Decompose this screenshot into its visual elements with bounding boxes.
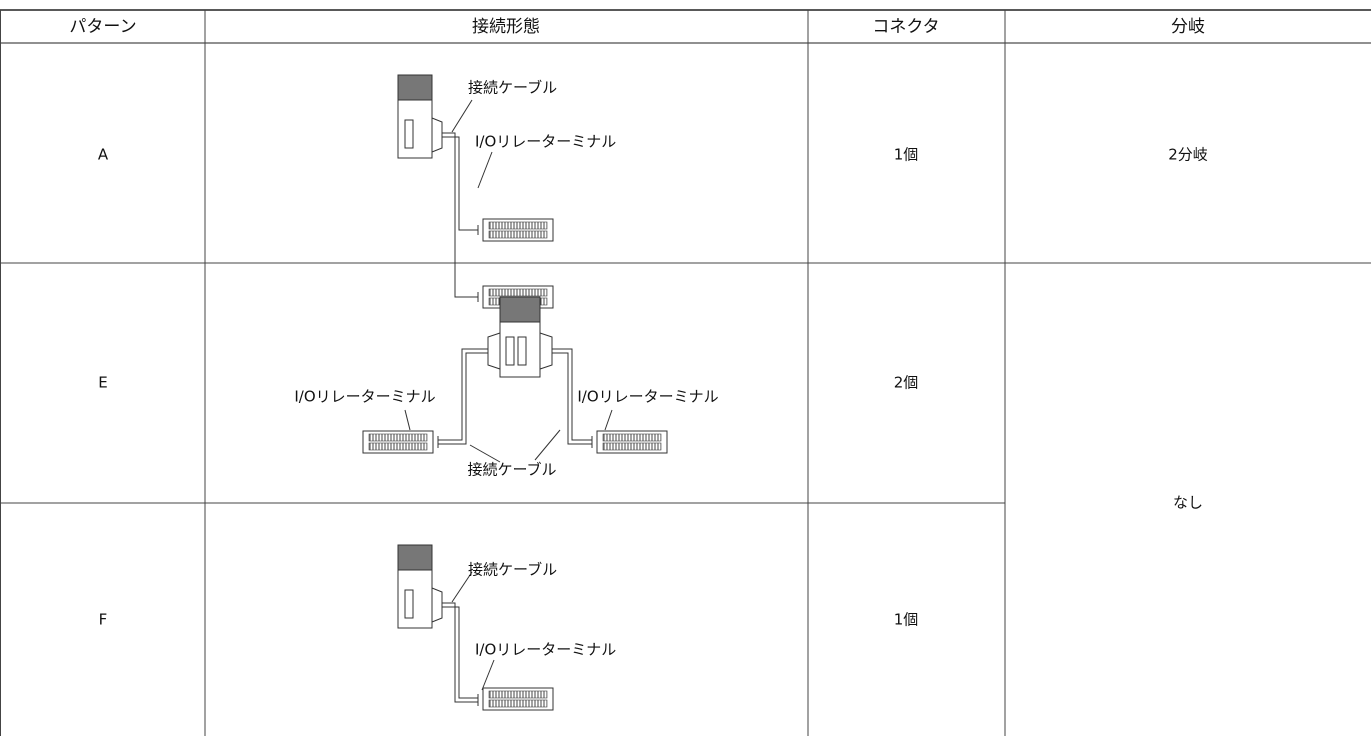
diagram-label: 接続ケーブル	[468, 79, 557, 97]
diagram-label: 接続ケーブル	[468, 561, 557, 579]
branch-cell: 2分岐	[1168, 146, 1208, 164]
diagram-label: I/Oリレーターミナル	[475, 133, 616, 151]
header-cell: パターン	[69, 17, 136, 37]
table-grid	[0, 9, 1371, 736]
diagram-label: I/Oリレーターミナル	[294, 388, 435, 406]
diagram-label: 接続ケーブル	[467, 461, 556, 479]
diagram-label: I/Oリレーターミナル	[475, 641, 616, 659]
diagram-f	[397, 544, 554, 711]
branch-cell: なし	[1173, 494, 1203, 512]
diagram-e	[362, 296, 668, 463]
pattern-cell: F	[99, 611, 108, 629]
header-cell: 分岐	[1171, 17, 1205, 37]
diagram-a	[397, 74, 554, 309]
header-cell: コネクタ	[872, 17, 939, 37]
connector-cell: 1個	[894, 146, 919, 164]
header-cell: 接続形態	[472, 17, 540, 37]
pattern-cell: A	[98, 146, 109, 164]
connector-cell: 1個	[894, 611, 919, 629]
pattern-cell: E	[98, 374, 107, 392]
connector-cell: 2個	[894, 374, 919, 392]
diagram-label: I/Oリレーターミナル	[577, 388, 718, 406]
